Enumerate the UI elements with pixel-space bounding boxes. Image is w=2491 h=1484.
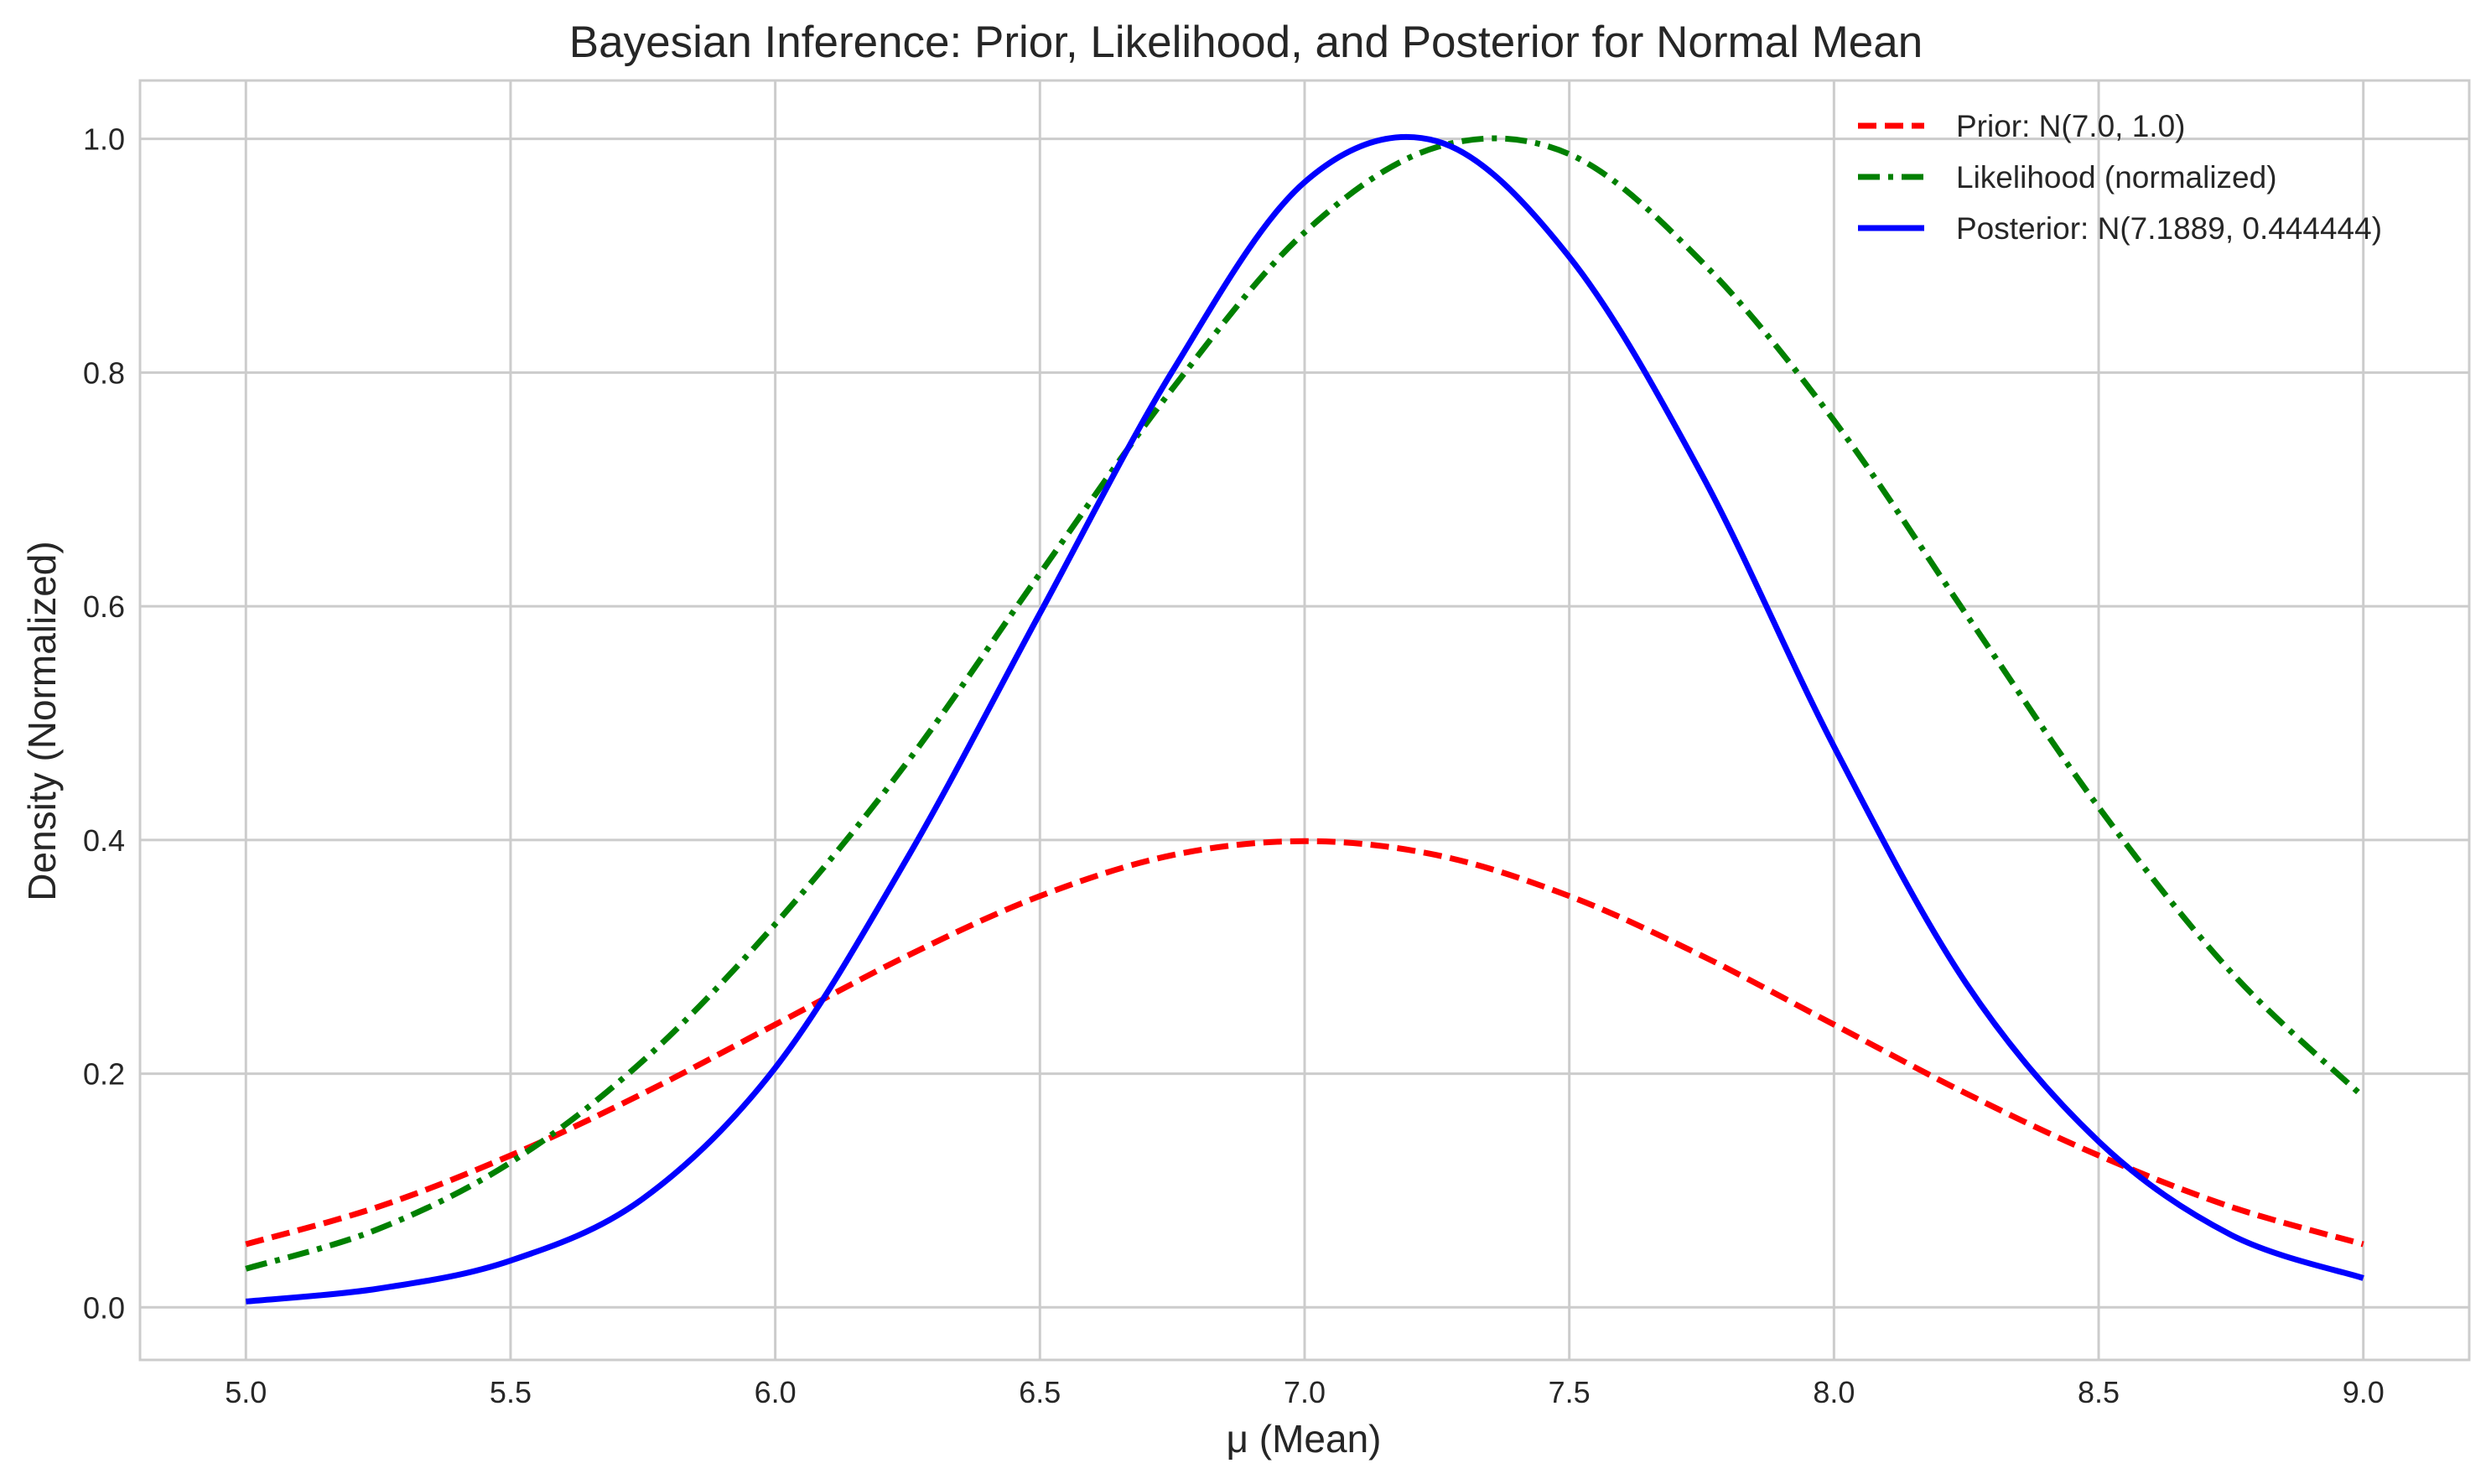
legend-label: Posterior: N(7.1889, 0.444444) (1956, 211, 2382, 246)
x-tick-label: 7.5 (1549, 1375, 1591, 1409)
x-tick-label: 8.5 (2078, 1375, 2120, 1409)
legend-label: Prior: N(7.0, 1.0) (1956, 109, 2185, 143)
y-tick-label: 0.8 (83, 355, 125, 390)
series-line-likelihood (245, 135, 2366, 1272)
axes-frame (138, 79, 2471, 1362)
x-tick-label: 9.0 (2343, 1375, 2385, 1409)
x-tick-label: 8.0 (1813, 1375, 1855, 1409)
plot-area-border (138, 79, 2471, 1362)
y-tick-label: 0.2 (83, 1057, 125, 1092)
x-tick-label: 5.0 (225, 1375, 267, 1409)
y-tick-label: 0.0 (83, 1290, 125, 1325)
series-line-posterior (245, 133, 2364, 1305)
y-tick-labels: 0.0 0.2 0.4 0.6 0.8 1.0 (83, 122, 125, 1326)
chart-title: Bayesian Inference: Prior, Likelihood, a… (569, 18, 1923, 67)
x-tick-label: 6.5 (1019, 1375, 1061, 1409)
x-tick-labels: 5.0 5.5 6.0 6.5 7.0 7.5 8.0 8.5 9.0 (225, 1375, 2385, 1409)
grid (140, 80, 2469, 1360)
x-axis-label: μ (Mean) (1227, 1417, 1382, 1461)
series-lines (245, 133, 2366, 1305)
y-tick-label: 1.0 (83, 122, 125, 157)
y-axis-label: Density (Normalized) (20, 541, 64, 900)
y-tick-label: 0.4 (83, 823, 125, 858)
series-line-prior (245, 838, 2364, 1248)
legend-label: Likelihood (normalized) (1956, 160, 2277, 195)
x-tick-label: 7.0 (1284, 1375, 1326, 1409)
legend: Prior: N(7.0, 1.0) Likelihood (normalized… (1858, 109, 2382, 246)
x-tick-label: 6.0 (755, 1375, 797, 1409)
x-tick-label: 5.5 (490, 1375, 532, 1409)
y-tick-label: 0.6 (83, 589, 125, 624)
